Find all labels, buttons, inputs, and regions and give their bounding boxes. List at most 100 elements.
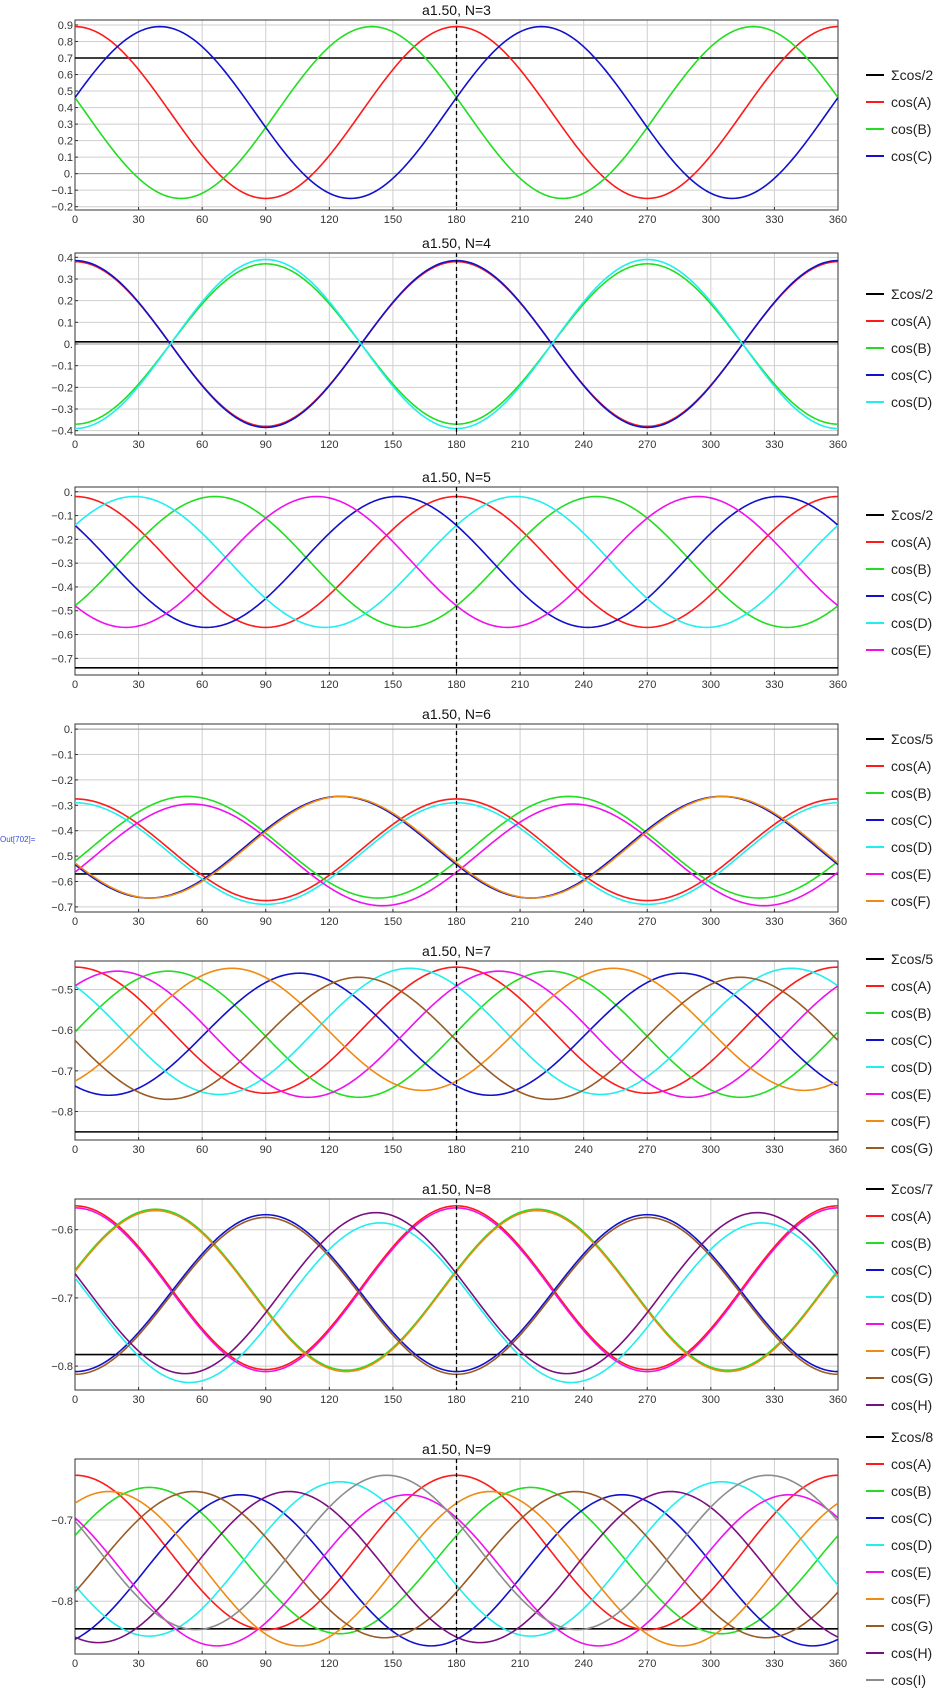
legend-label: cos(G) — [891, 1140, 933, 1156]
y-tick-label: −0.1 — [51, 361, 73, 373]
legend-label: cos(B) — [891, 121, 931, 137]
series-line-a — [75, 798, 838, 902]
chart-panel-5: 0 30 60 90 120 150 180 210 240 270 300 330 360 −0.8 −0… — [51, 943, 933, 1156]
x-tick-label: 60 — [196, 1144, 208, 1156]
x-tick-label: 60 — [196, 916, 208, 928]
legend-label: Σcos/2 — [891, 67, 933, 83]
legend-label: cos(C) — [891, 1262, 932, 1278]
x-tick-label: 0 — [72, 679, 78, 691]
legend: Σcos/2 cos(A) cos(B) cos(C) — [866, 67, 933, 164]
x-tick-label: 150 — [384, 1144, 402, 1156]
legend-label: cos(F) — [891, 1113, 931, 1129]
legend: Σcos/5 cos(A) cos(B) cos(C) cos(D) cos(E) cos(… — [866, 951, 933, 1156]
x-tick-label: 150 — [384, 916, 402, 928]
legend-label: cos(I) — [891, 1672, 926, 1688]
x-tick-label: 240 — [574, 1144, 592, 1156]
x-tick-label: 330 — [765, 1394, 783, 1406]
y-tick-label: −0.2 — [51, 775, 73, 787]
x-tick-label: 120 — [320, 1394, 338, 1406]
x-tick-label: 330 — [765, 439, 783, 451]
legend-label: cos(B) — [891, 1005, 931, 1021]
legend-label: cos(A) — [891, 1456, 931, 1472]
legend-label: Σcos/8 — [891, 1429, 933, 1445]
y-tick-label: 0.8 — [58, 36, 73, 48]
output-cell-label: Out[702]= — [0, 835, 36, 844]
legend-label: cos(D) — [891, 1059, 932, 1075]
y-tick-label: −0.3 — [51, 404, 73, 416]
y-tick-label: 0.6 — [58, 70, 73, 82]
x-tick-label: 120 — [320, 1144, 338, 1156]
legend-label: cos(F) — [891, 893, 931, 909]
x-tick-label: 30 — [132, 1394, 144, 1406]
y-tick-label: −0.5 — [51, 851, 73, 863]
legend-label: cos(A) — [891, 758, 931, 774]
y-tick-label: −0.7 — [51, 1515, 73, 1527]
x-tick-label: 30 — [132, 679, 144, 691]
y-tick-label: 0.4 — [58, 103, 73, 115]
legend-label: Σcos/2 — [891, 507, 933, 523]
chart-panel-3: 0 30 60 90 120 150 180 210 240 270 300 330 360 −0.7 −0… — [51, 469, 933, 691]
x-tick-label: 210 — [511, 679, 529, 691]
y-tick-label: −0.5 — [51, 984, 73, 996]
legend-label: cos(E) — [891, 1086, 931, 1102]
x-tick-label: 180 — [447, 679, 465, 691]
y-tick-label: −0.6 — [51, 1225, 73, 1237]
y-tick-label: −0.2 — [51, 382, 73, 394]
x-tick-label: 330 — [765, 679, 783, 691]
legend-label: cos(D) — [891, 615, 932, 631]
x-tick-label: 90 — [260, 439, 272, 451]
series-line-b — [75, 1486, 838, 1635]
x-tick-label: 360 — [829, 679, 847, 691]
chart-panel-4: 0 30 60 90 120 150 180 210 240 270 300 330 360 −0.7 −0… — [51, 706, 933, 928]
x-tick-label: 330 — [765, 1658, 783, 1670]
x-tick-label: 0 — [72, 1144, 78, 1156]
series-line-c — [75, 1493, 838, 1647]
y-tick-label: −0.3 — [51, 800, 73, 812]
y-tick-label: −0.8 — [51, 1361, 73, 1373]
chart-title: a1.50, N=6 — [422, 706, 491, 722]
x-tick-label: 240 — [574, 439, 592, 451]
x-tick-label: 240 — [574, 1394, 592, 1406]
legend: Σcos/2 cos(A) cos(B) cos(C) cos(D) — [866, 286, 933, 410]
x-tick-label: 90 — [260, 214, 272, 226]
x-tick-label: 270 — [638, 214, 656, 226]
x-tick-label: 210 — [511, 1144, 529, 1156]
y-tick-label: −0.1 — [51, 749, 73, 761]
x-tick-label: 180 — [447, 916, 465, 928]
x-tick-label: 180 — [447, 439, 465, 451]
legend-label: cos(A) — [891, 313, 931, 329]
y-tick-label: 0.7 — [58, 53, 73, 65]
legend-label: cos(B) — [891, 561, 931, 577]
y-tick-label: −0.6 — [51, 1025, 73, 1037]
x-tick-label: 360 — [829, 214, 847, 226]
series-line-f — [75, 795, 838, 899]
legend-label: cos(D) — [891, 394, 932, 410]
chart-title: a1.50, N=7 — [422, 943, 491, 959]
legend: Σcos/7 cos(A) cos(B) cos(C) cos(D) cos(E) cos(… — [866, 1181, 933, 1413]
legend-label: cos(B) — [891, 1483, 931, 1499]
x-tick-label: 240 — [574, 916, 592, 928]
x-tick-label: 0 — [72, 916, 78, 928]
x-tick-label: 180 — [447, 1394, 465, 1406]
y-tick-label: −0.8 — [51, 1596, 73, 1608]
x-tick-label: 120 — [320, 214, 338, 226]
legend-label: cos(A) — [891, 534, 931, 550]
legend-label: cos(G) — [891, 1618, 933, 1634]
x-tick-label: 270 — [638, 1658, 656, 1670]
x-tick-label: 60 — [196, 1394, 208, 1406]
x-tick-label: 300 — [702, 916, 720, 928]
y-tick-label: 0. — [64, 487, 73, 499]
x-tick-label: 150 — [384, 1394, 402, 1406]
x-tick-label: 270 — [638, 1144, 656, 1156]
y-tick-label: 0.1 — [58, 317, 73, 329]
chart-panel-7: 0 30 60 90 120 150 180 210 240 270 300 330 360 −0.8 −0… — [51, 1429, 933, 1688]
legend-label: cos(B) — [891, 1235, 931, 1251]
legend-label: Σcos/5 — [891, 731, 933, 747]
y-tick-label: −0.7 — [51, 653, 73, 665]
x-tick-label: 150 — [384, 1658, 402, 1670]
x-tick-label: 270 — [638, 916, 656, 928]
x-tick-label: 360 — [829, 1394, 847, 1406]
chart-panel-1: 0 30 60 90 120 150 180 210 240 270 300 330 360 −0.2 −0… — [51, 2, 933, 226]
y-tick-label: 0.3 — [58, 274, 73, 286]
